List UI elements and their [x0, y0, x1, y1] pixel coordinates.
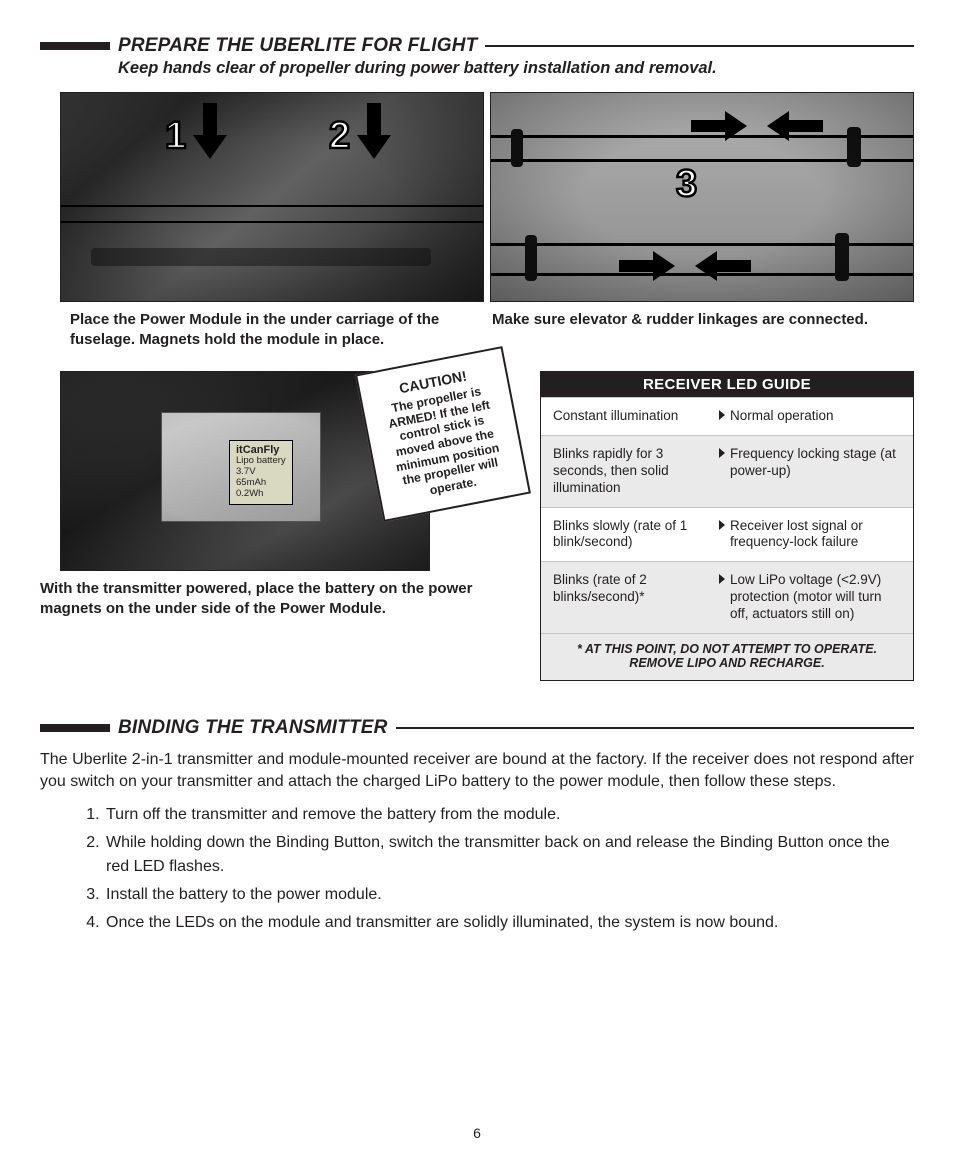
- list-item: Turn off the transmitter and remove the …: [104, 803, 914, 827]
- bullet-icon: [718, 408, 726, 425]
- list-item: Once the LEDs on the module and transmit…: [104, 911, 914, 935]
- bullet-icon: [718, 446, 726, 497]
- led-meaning-text: Normal operation: [730, 408, 834, 425]
- heading-text: PREPARE THE UBERLITE FOR FLIGHT: [118, 35, 477, 57]
- table-row: Blinks rapidly for 3 seconds, then solid…: [541, 435, 913, 507]
- heading-rule-left: [40, 42, 110, 50]
- section-heading-prepare: PREPARE THE UBERLITE FOR FLIGHT: [40, 35, 914, 57]
- led-state: Blinks slowly (rate of 1 blink/second): [553, 518, 718, 552]
- table-header: RECEIVER LED GUIDE: [541, 372, 913, 397]
- photo3-column: itCanFly Lipo battery 3.7V 65mAh 0.2Wh C…: [40, 371, 514, 618]
- photo2-caption: Make sure elevator & rudder linkages are…: [490, 310, 914, 330]
- bullet-icon: [718, 572, 726, 623]
- heading-rule-right: [396, 727, 914, 729]
- page-number: 6: [0, 1125, 954, 1141]
- table-row: Blinks (rate of 2 blinks/second)*Low LiP…: [541, 561, 913, 633]
- arrow-right-icon: [691, 111, 751, 141]
- table-row: Constant illumination Normal operation: [541, 397, 913, 435]
- photo1-column: 1 2 Place the Power Module in the under …: [40, 92, 464, 349]
- arrow-down-icon: [357, 103, 391, 163]
- photo-power-module: 1 2: [60, 92, 484, 302]
- arrow-left-icon: [763, 111, 823, 141]
- led-guide-column: RECEIVER LED GUIDE Constant illumination…: [540, 371, 914, 681]
- photo-row-2: itCanFly Lipo battery 3.7V 65mAh 0.2Wh C…: [40, 371, 914, 681]
- led-meaning: Normal operation: [718, 408, 901, 425]
- led-state: Constant illumination: [553, 408, 718, 425]
- overlay-number-2: 2: [329, 115, 350, 158]
- led-meaning-text: Receiver lost signal or frequency-lock f…: [730, 518, 901, 552]
- table-row: Blinks slowly (rate of 1 blink/second) Re…: [541, 507, 913, 562]
- overlay-number-3: 3: [676, 163, 697, 206]
- binding-intro: The Uberlite 2-in-1 transmitter and modu…: [40, 749, 914, 793]
- photo3-caption: With the transmitter powered, place the …: [40, 579, 514, 618]
- led-meaning-text: Low LiPo voltage (<2.9V) protection (mot…: [730, 572, 901, 623]
- led-state: Blinks (rate of 2 blinks/second)*: [553, 572, 718, 623]
- arrow-left-icon: [691, 251, 751, 281]
- section-heading-binding: BINDING THE TRANSMITTER: [40, 717, 914, 739]
- photo-row-1: 1 2 Place the Power Module in the under …: [40, 92, 914, 349]
- photo-linkages: 3: [490, 92, 914, 302]
- caution-body: The propeller is ARMED! If the left cont…: [387, 384, 500, 497]
- led-state: Blinks rapidly for 3 seconds, then solid…: [553, 446, 718, 497]
- receiver-led-guide-table: RECEIVER LED GUIDE Constant illumination…: [540, 371, 914, 681]
- photo1-caption: Place the Power Module in the under carr…: [40, 310, 464, 349]
- led-meaning: Receiver lost signal or frequency-lock f…: [718, 518, 901, 552]
- heading-text: BINDING THE TRANSMITTER: [118, 717, 388, 739]
- caution-badge: CAUTION! The propeller is ARMED! If the …: [355, 346, 531, 522]
- bullet-icon: [718, 518, 726, 552]
- table-footer: * At this point, do not attempt to opera…: [541, 633, 913, 680]
- led-meaning-text: Frequency locking stage (at power-up): [730, 446, 901, 497]
- subheading-warning: Keep hands clear of propeller during pow…: [118, 59, 914, 78]
- list-item: While holding down the Binding Button, s…: [104, 831, 914, 879]
- arrow-right-icon: [619, 251, 679, 281]
- list-item: Install the battery to the power module.: [104, 883, 914, 907]
- overlay-number-1: 1: [165, 115, 186, 158]
- led-meaning: Frequency locking stage (at power-up): [718, 446, 901, 497]
- led-meaning: Low LiPo voltage (<2.9V) protection (mot…: [718, 572, 901, 623]
- heading-rule-right: [485, 45, 914, 47]
- binding-steps-list: Turn off the transmitter and remove the …: [104, 803, 914, 935]
- heading-rule-left: [40, 724, 110, 732]
- arrow-down-icon: [193, 103, 227, 163]
- photo2-column: 3 Make sure elevator & rudder linkages a…: [490, 92, 914, 330]
